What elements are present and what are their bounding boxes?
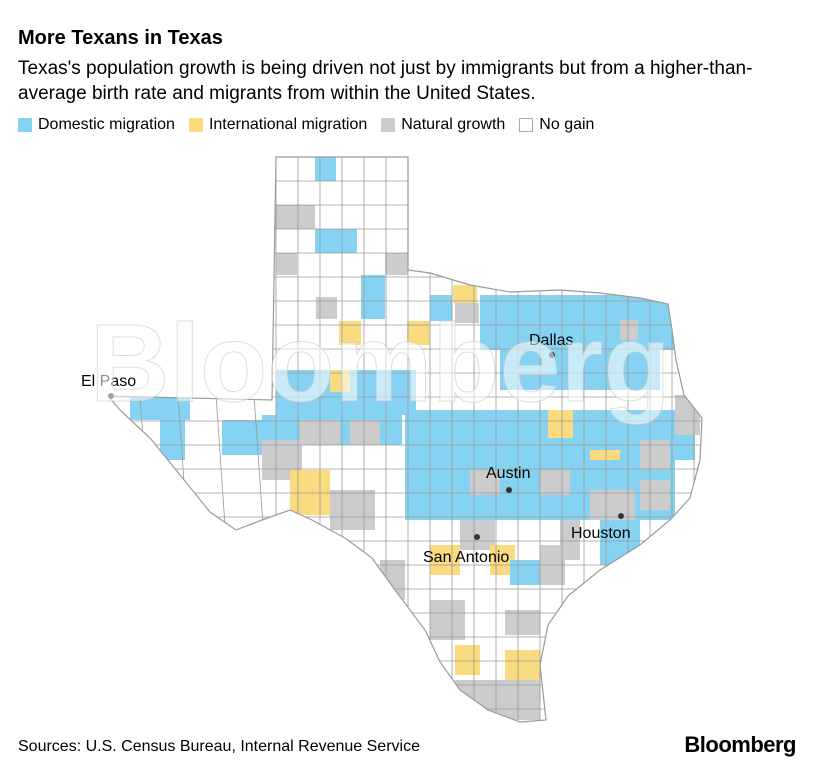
city-label-houston: Houston xyxy=(571,525,631,542)
legend-swatch-international xyxy=(188,118,203,132)
county-cell xyxy=(645,320,670,345)
county-cell xyxy=(361,297,385,319)
legend-label-natural: Natural growth xyxy=(401,116,506,133)
city-dot-dallas xyxy=(549,352,555,358)
map-title: More Texans in Texas xyxy=(18,27,223,49)
county-cell xyxy=(330,490,375,530)
county-cell xyxy=(330,370,350,392)
city-label-austin: Austin xyxy=(486,465,530,482)
legend-label-domestic: Domestic migration xyxy=(38,116,175,133)
city-dot-houston xyxy=(618,513,624,519)
county-cell xyxy=(453,285,477,303)
county-cell xyxy=(385,253,408,275)
city-san-antonio: San Antonio xyxy=(423,534,509,566)
county-cell xyxy=(315,229,357,253)
county-cell xyxy=(130,395,190,420)
county-cell xyxy=(407,321,430,345)
legend-swatch-natural xyxy=(381,118,396,132)
brand-logo: Bloomberg xyxy=(684,732,796,757)
county-cell xyxy=(222,420,262,455)
city-dot-san-antonio xyxy=(474,534,480,540)
county-cell xyxy=(290,470,330,515)
legend-swatch-domestic xyxy=(18,118,32,132)
source-note: Sources: U.S. Census Bureau, Internal Re… xyxy=(18,738,420,755)
county-grid xyxy=(108,157,702,722)
county-cell xyxy=(590,490,635,520)
county-cell xyxy=(675,395,700,435)
city-el-paso: El Paso xyxy=(81,373,136,399)
city-dot-el-paso xyxy=(108,393,114,399)
county-cell xyxy=(548,410,573,438)
city-label-el-paso: El Paso xyxy=(81,373,136,390)
county-cell xyxy=(350,420,380,445)
legend: Domestic migration International migrati… xyxy=(18,116,608,134)
county-cell xyxy=(380,560,405,600)
county-cell xyxy=(276,253,297,275)
county-cell xyxy=(505,610,540,635)
legend-label-international: International migration xyxy=(208,116,368,133)
county-cell xyxy=(510,560,540,585)
county-cell xyxy=(540,470,570,495)
city-houston: Houston xyxy=(571,513,631,542)
county-cell xyxy=(339,321,361,345)
county-cell xyxy=(470,470,500,495)
county-cell xyxy=(361,275,385,297)
county-cells xyxy=(130,157,700,720)
county-border-line xyxy=(215,394,227,541)
county-cell xyxy=(276,205,315,229)
county-cell xyxy=(500,350,660,390)
county-border-line xyxy=(108,394,113,541)
county-cell xyxy=(640,440,670,470)
county-cell xyxy=(316,297,337,319)
city-austin: Austin xyxy=(486,465,530,493)
city-label-san-antonio: San Antonio xyxy=(423,549,509,566)
county-cell xyxy=(455,303,479,323)
legend-item-none: No gain xyxy=(519,116,594,134)
county-cell xyxy=(430,600,465,640)
texas-map: El Paso Dallas Austin San Antonio Housto… xyxy=(81,156,703,723)
county-cell xyxy=(640,480,670,510)
legend-item-domestic: Domestic migration xyxy=(18,116,175,134)
legend-item-natural: Natural growth xyxy=(381,116,505,134)
legend-item-international: International migration xyxy=(188,116,368,134)
legend-swatch-none xyxy=(519,118,534,132)
county-cell xyxy=(455,645,480,675)
legend-label-none: No gain xyxy=(539,116,595,133)
county-cell xyxy=(430,545,460,575)
city-label-dallas: Dallas xyxy=(529,332,573,349)
texas-outline xyxy=(106,156,703,723)
county-cell xyxy=(620,320,638,340)
map-subtitle: Texas's population growth is being drive… xyxy=(18,58,753,104)
city-dot-austin xyxy=(506,487,512,493)
county-cell xyxy=(315,157,336,181)
county-border-line xyxy=(253,394,265,541)
county-cell xyxy=(505,650,540,685)
county-cell xyxy=(430,295,452,321)
city-dallas: Dallas xyxy=(529,332,573,358)
